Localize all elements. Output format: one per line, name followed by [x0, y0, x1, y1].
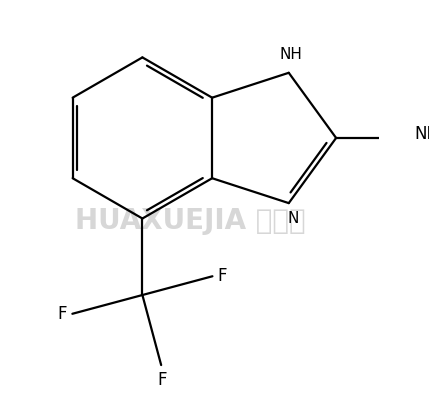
Text: HUAXUEJIA 化学加: HUAXUEJIA 化学加 — [76, 207, 306, 235]
Text: F: F — [57, 305, 67, 323]
Text: F: F — [218, 267, 227, 285]
Text: N: N — [287, 211, 299, 226]
Text: F: F — [157, 371, 167, 389]
Text: NH: NH — [414, 124, 429, 143]
Text: NH: NH — [279, 47, 302, 62]
